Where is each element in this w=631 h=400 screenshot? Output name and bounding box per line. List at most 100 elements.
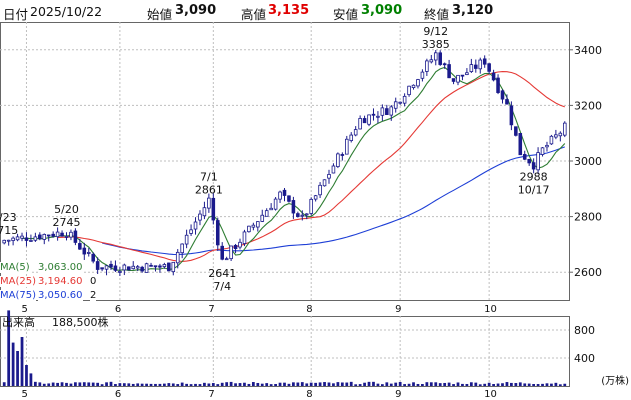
- volume-bar: [336, 382, 340, 386]
- candle-body: [478, 59, 483, 70]
- candle-body: [491, 72, 496, 81]
- candle-body: [131, 265, 136, 270]
- candle-body: [162, 264, 167, 267]
- candle-body: [180, 243, 184, 254]
- candle-body: [15, 236, 20, 241]
- candle-body: [233, 244, 238, 250]
- candle-body: [229, 245, 233, 260]
- month-tick-label: 9: [395, 304, 401, 315]
- volume-bar: [447, 382, 451, 386]
- annotation-date: 5/20: [54, 203, 79, 216]
- ma5-legend-value: 3,063.00: [38, 262, 83, 273]
- volume-bar: [456, 382, 460, 386]
- volume-bar: [554, 382, 558, 386]
- candle-body: [549, 135, 554, 145]
- volume-title: 出来高: [2, 315, 35, 329]
- volume-bar: [474, 382, 478, 386]
- volume-month-tick-label: 8: [306, 389, 312, 400]
- candle-body: [336, 153, 340, 167]
- price-tick-label: 3200: [574, 99, 602, 112]
- candle-body: [304, 213, 309, 216]
- volume-bar: [11, 342, 15, 386]
- ma75-line: [101, 146, 565, 256]
- volume-bar: [452, 384, 455, 386]
- candle-body: [327, 174, 331, 179]
- ma25-legend: MA(25) 3,194.60 0: [0, 276, 97, 287]
- candle-body: [140, 266, 144, 272]
- volume-bar: [220, 382, 224, 386]
- volume-bar: [372, 381, 375, 386]
- candle-body: [256, 221, 260, 228]
- volume-bar: [296, 382, 300, 386]
- volume-bar: [461, 383, 464, 386]
- volume-bar: [416, 383, 420, 386]
- candle-body: [393, 101, 398, 109]
- volume-bar: [305, 383, 309, 386]
- annotation-value: 2715: [0, 224, 18, 237]
- volume-bar: [265, 383, 269, 386]
- volume-bar: [82, 382, 86, 386]
- volume-bar: [127, 383, 131, 386]
- candle-body: [91, 253, 95, 262]
- ma75-legend-label: MA(75): [0, 290, 36, 301]
- volume-bar: [251, 382, 255, 386]
- candle-body: [20, 235, 24, 239]
- candle-body: [24, 237, 29, 241]
- candle-body: [407, 85, 411, 96]
- candle-body: [456, 74, 460, 83]
- volume-bar: [327, 382, 331, 386]
- candle-body: [562, 122, 567, 136]
- volume-bar: [20, 337, 24, 386]
- candle-body: [86, 252, 91, 254]
- volume-bar: [385, 382, 389, 386]
- candle-body: [287, 195, 291, 202]
- ma5-legend: MA(5) 3,063.00: [0, 262, 83, 273]
- candle-body: [207, 197, 211, 209]
- candle-body: [264, 210, 269, 217]
- candle-body: [38, 234, 42, 240]
- open-value: 3,090: [175, 3, 217, 18]
- volume-bar: [140, 383, 144, 386]
- volume-bar: [256, 382, 260, 386]
- volume-month-tick-label: 6: [115, 389, 121, 400]
- volume-bar: [243, 382, 246, 386]
- candle-body: [33, 236, 38, 241]
- candle-body: [371, 113, 376, 116]
- candle-body: [282, 189, 287, 196]
- volume-bar: [287, 383, 291, 386]
- volume-bar: [33, 381, 37, 386]
- volume-bar: [180, 382, 184, 386]
- volume-bar: [269, 384, 273, 386]
- candle-body: [64, 236, 69, 238]
- volume-bar: [238, 383, 242, 386]
- volume-bar: [434, 382, 438, 386]
- candle-body: [514, 126, 518, 136]
- volume-bar: [100, 384, 104, 386]
- candle-body: [358, 118, 362, 130]
- candle-body: [340, 154, 345, 156]
- candle-body: [482, 58, 487, 65]
- candle-body: [433, 52, 438, 61]
- ma5-line: [21, 66, 566, 272]
- volume-bar: [421, 384, 424, 386]
- candle-body: [149, 264, 153, 267]
- month-tick-label: 7: [208, 304, 214, 315]
- candle-body: [122, 264, 127, 271]
- volume-bar: [394, 382, 398, 386]
- volume-bar: [96, 382, 100, 386]
- volume-bar: [487, 382, 491, 386]
- candle-body: [438, 52, 442, 65]
- candle-body: [345, 138, 349, 155]
- month-tick-label: 10: [484, 304, 497, 315]
- candle-body: [291, 200, 296, 214]
- high-label: 高値: [241, 7, 267, 22]
- candle-body: [522, 154, 527, 160]
- candle-body: [198, 213, 202, 221]
- volume-bar: [154, 383, 157, 386]
- volume-bar: [87, 382, 91, 386]
- candle-body: [505, 99, 509, 105]
- volume-bar: [114, 384, 117, 386]
- candle-body: [460, 74, 465, 77]
- volume-bar: [358, 384, 362, 386]
